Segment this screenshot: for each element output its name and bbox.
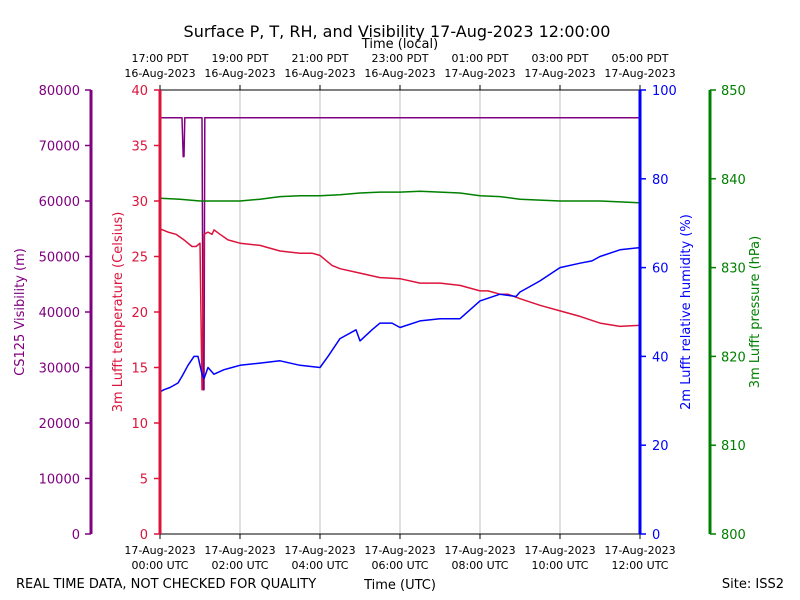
series-line-visibility — [160, 117, 640, 391]
x-tick-bottom-date-1: 17-Aug-2023 — [204, 544, 275, 557]
y-axis-label-temperature: 3m Lufft temperature (Celsius) — [111, 212, 126, 413]
y-tick-label-temperature-3: 15 — [131, 362, 148, 377]
x-tick-top-time-0: 17:00 PDT — [131, 52, 188, 65]
x-tick-top-time-5: 03:00 PDT — [531, 52, 588, 65]
series-line-humidity — [159, 246, 641, 393]
y-tick-label-temperature-5: 25 — [131, 251, 148, 266]
y-tick-label-humidity-0: 0 — [652, 528, 660, 543]
x-tick-bottom-time-2: 04:00 UTC — [291, 559, 348, 572]
x-tick-bottom-time-3: 06:00 UTC — [371, 559, 428, 572]
x-tick-top-date-0: 16-Aug-2023 — [124, 67, 195, 80]
grid-lines — [239, 90, 561, 534]
y-tick-label-pressure-2: 820 — [721, 350, 746, 365]
y-tick-label-visibility-5: 50000 — [39, 251, 80, 266]
series-layer — [159, 117, 641, 393]
y-tick-label-pressure-5: 850 — [721, 84, 746, 99]
y-tick-label-visibility-4: 40000 — [39, 306, 80, 321]
x-tick-bottom-time-1: 02:00 UTC — [211, 559, 268, 572]
y-tick-label-visibility-8: 80000 — [39, 84, 80, 99]
y-tick-label-humidity-3: 60 — [652, 262, 669, 277]
x-tick-bottom-date-3: 17-Aug-2023 — [364, 544, 435, 557]
x-tick-top-date-2: 16-Aug-2023 — [284, 67, 355, 80]
y-tick-label-pressure-3: 830 — [721, 262, 746, 277]
x-tick-top-date-5: 17-Aug-2023 — [524, 67, 595, 80]
x-tick-bottom-time-4: 08:00 UTC — [451, 559, 508, 572]
y-tick-label-pressure-4: 840 — [721, 173, 746, 188]
y-tick-label-humidity-4: 80 — [652, 173, 669, 188]
x-tick-bottom-time-5: 10:00 UTC — [531, 559, 588, 572]
x-tick-top-date-4: 17-Aug-2023 — [444, 67, 515, 80]
x-label-top: Time (local) — [361, 37, 438, 52]
y-tick-label-visibility-2: 20000 — [39, 417, 80, 432]
y-tick-label-humidity-5: 100 — [652, 84, 677, 99]
axes-layer: 17-Aug-2023 00:00 UTC 17-Aug-2023 02:00 UTC… — [13, 52, 763, 572]
x-tick-top-time-1: 19:00 PDT — [211, 52, 268, 65]
y-tick-label-pressure-0: 800 — [721, 528, 746, 543]
footer-left: REAL TIME DATA, NOT CHECKED FOR QUALITY — [16, 577, 316, 592]
x-tick-top-time-4: 01:00 PDT — [451, 52, 508, 65]
x-tick-top-date-1: 16-Aug-2023 — [204, 67, 275, 80]
x-tick-bottom-date-6: 17-Aug-2023 — [604, 544, 675, 557]
y-axis-label-humidity: 2m Lufft relative humidity (%) — [679, 214, 694, 410]
y-tick-label-pressure-1: 810 — [721, 439, 746, 454]
x-tick-bottom-date-0: 17-Aug-2023 — [124, 544, 195, 557]
chart-title: Surface P, T, RH, and Visibility 17-Aug-… — [184, 22, 611, 41]
x-tick-top-date-6: 17-Aug-2023 — [604, 67, 675, 80]
y-tick-label-temperature-1: 5 — [140, 473, 148, 488]
x-tick-top-time-3: 23:00 PDT — [371, 52, 428, 65]
y-tick-label-temperature-6: 30 — [131, 195, 148, 210]
y-tick-label-temperature-4: 20 — [131, 306, 148, 321]
x-tick-top-time-6: 05:00 PDT — [611, 52, 668, 65]
y-tick-label-visibility-0: 0 — [72, 528, 80, 543]
y-tick-label-humidity-1: 20 — [652, 439, 669, 454]
x-tick-bottom-date-4: 17-Aug-2023 — [444, 544, 515, 557]
y-tick-label-visibility-7: 70000 — [39, 140, 80, 155]
series-line-pressure — [159, 190, 641, 204]
x-tick-top-time-2: 21:00 PDT — [291, 52, 348, 65]
y-tick-label-temperature-7: 35 — [131, 140, 148, 155]
y-tick-label-temperature-8: 40 — [131, 84, 148, 99]
y-tick-label-visibility-3: 30000 — [39, 362, 80, 377]
x-tick-bottom-date-5: 17-Aug-2023 — [524, 544, 595, 557]
y-axis-label-visibility: CS125 Visibility (m) — [13, 248, 28, 376]
y-tick-label-temperature-2: 10 — [131, 417, 148, 432]
x-tick-bottom-time-0: 00:00 UTC — [131, 559, 188, 572]
y-tick-label-temperature-0: 0 — [140, 528, 148, 543]
y-tick-label-visibility-1: 10000 — [39, 473, 80, 488]
footer-right: Site: ISS2 — [722, 577, 784, 592]
y-tick-label-humidity-2: 40 — [652, 350, 669, 365]
y-axis-label-pressure: 3m Lufft pressure (hPa) — [748, 236, 763, 388]
y-tick-label-visibility-6: 60000 — [39, 195, 80, 210]
x-tick-top-date-3: 16-Aug-2023 — [364, 67, 435, 80]
x-tick-bottom-date-2: 17-Aug-2023 — [284, 544, 355, 557]
x-label-bottom: Time (UTC) — [363, 578, 436, 593]
x-tick-bottom-time-6: 12:00 UTC — [611, 559, 668, 572]
